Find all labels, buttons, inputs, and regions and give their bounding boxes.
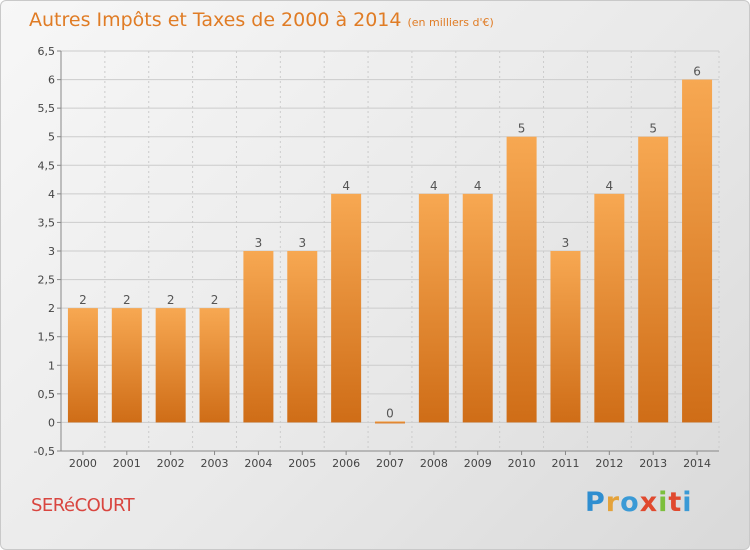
y-tick-label: 1 — [48, 359, 55, 372]
y-tick-label: 4,5 — [38, 159, 56, 172]
x-tick-label: 2005 — [288, 457, 316, 470]
bar-2005 — [287, 251, 318, 423]
x-tick-label: 2006 — [332, 457, 360, 470]
y-tick-label: 5 — [48, 131, 55, 144]
y-tick-label: 3 — [48, 245, 55, 258]
x-tick-label: 2003 — [201, 457, 229, 470]
x-tick-label: 2002 — [157, 457, 185, 470]
y-tick-label: -0,5 — [34, 445, 55, 458]
x-tick-label: 2011 — [551, 457, 579, 470]
y-tick-label: 0 — [48, 416, 55, 429]
y-tick-label: 0,5 — [38, 388, 56, 401]
logo-letter: i — [682, 487, 693, 518]
proxiti-logo: Proxiti — [585, 487, 693, 518]
bar-2006 — [331, 193, 362, 423]
y-tick-label: 2,5 — [38, 274, 56, 287]
data-label: 2 — [167, 293, 175, 307]
chart-title: Autres Impôts et Taxes de 2000 à 2014 (en… — [29, 9, 494, 31]
y-tick-label: 3,5 — [38, 216, 56, 229]
logo-letter: t — [668, 487, 683, 518]
data-label: 5 — [518, 122, 526, 136]
data-label: 3 — [255, 236, 263, 250]
bar-2009 — [462, 193, 493, 423]
bar-2010 — [506, 136, 537, 423]
bar-2002 — [155, 308, 186, 423]
data-label: 3 — [298, 236, 306, 250]
y-tick-label: 5,5 — [38, 102, 56, 115]
data-label: 2 — [123, 293, 131, 307]
x-tick-label: 2001 — [113, 457, 141, 470]
bar-2004 — [243, 251, 274, 423]
data-label: 4 — [430, 179, 438, 193]
data-label: 2 — [211, 293, 219, 307]
bar-2000 — [67, 308, 98, 423]
bar-2014 — [682, 79, 713, 423]
x-tick-label: 2009 — [464, 457, 492, 470]
data-label: 4 — [342, 179, 350, 193]
bar-2011 — [550, 251, 581, 423]
logo-letter: x — [639, 487, 659, 518]
y-tick-label: 1,5 — [38, 331, 56, 344]
chart-title-unit: (en milliers d'€) — [407, 16, 494, 29]
place-name: SERéCOURT — [31, 495, 135, 516]
bar-2012 — [594, 193, 625, 423]
x-tick-label: 2010 — [508, 457, 536, 470]
x-tick-label: 2007 — [376, 457, 404, 470]
data-label: 4 — [474, 179, 482, 193]
x-tick-label: 2008 — [420, 457, 448, 470]
bar-2013 — [638, 136, 669, 423]
data-label: 0 — [386, 406, 394, 420]
data-label: 3 — [562, 236, 570, 250]
logo-letter: o — [620, 487, 640, 518]
data-label: 6 — [693, 65, 701, 79]
data-label: 2 — [79, 293, 87, 307]
bar-2001 — [111, 308, 142, 423]
logo-letter: r — [605, 487, 621, 518]
x-tick-label: 2004 — [244, 457, 272, 470]
logo-letter: P — [585, 487, 606, 518]
x-tick-label: 2000 — [69, 457, 97, 470]
bar-2007 — [375, 421, 405, 424]
logo-letter: i — [658, 487, 669, 518]
chart-title-main: Autres Impôts et Taxes de 2000 à 2014 — [29, 9, 402, 31]
data-label: 5 — [649, 122, 657, 136]
bar-2008 — [418, 193, 449, 423]
y-tick-label: 4 — [48, 188, 55, 201]
x-tick-label: 2014 — [683, 457, 711, 470]
bar-2003 — [199, 308, 230, 423]
data-label: 4 — [606, 179, 614, 193]
y-tick-label: 6,5 — [38, 45, 56, 58]
x-tick-label: 2012 — [595, 457, 623, 470]
y-tick-label: 2 — [48, 302, 55, 315]
y-tick-label: 6 — [48, 74, 55, 87]
x-tick-label: 2013 — [639, 457, 667, 470]
